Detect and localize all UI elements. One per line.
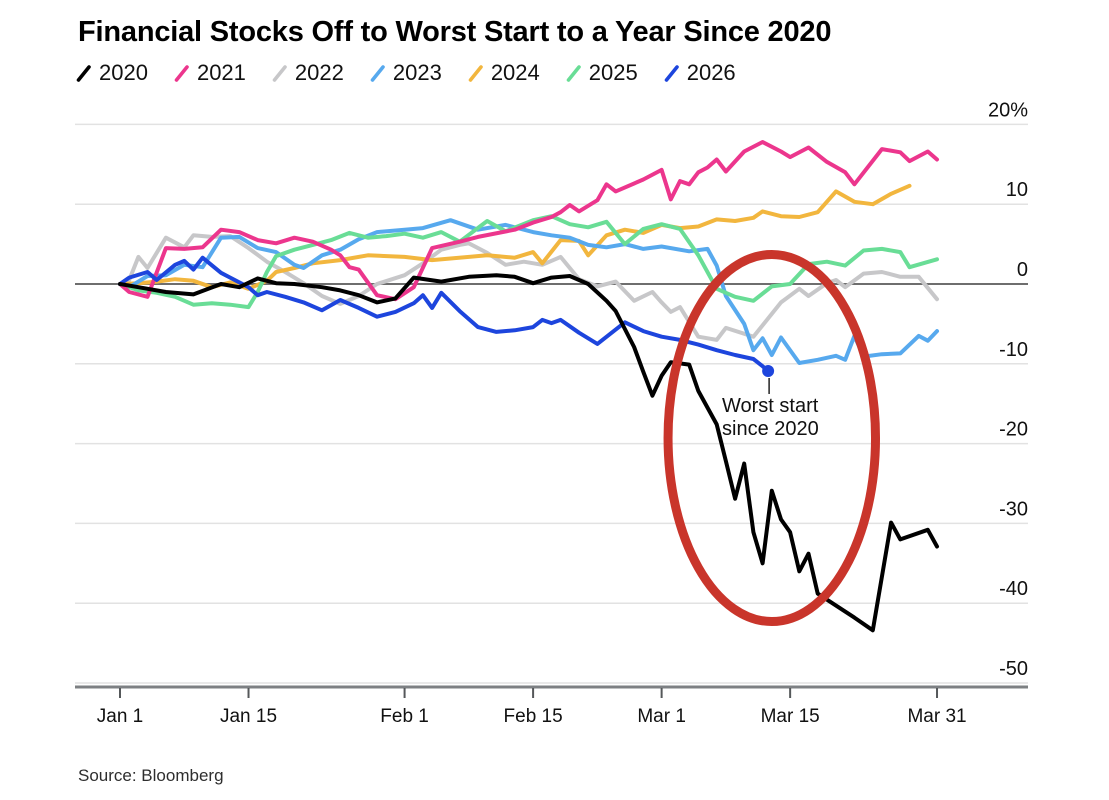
source-attribution: Source: Bloomberg bbox=[78, 766, 224, 785]
legend-item-2021: 2021 bbox=[174, 60, 246, 86]
legend-item-2025: 2025 bbox=[566, 60, 638, 86]
legend-item-2026: 2026 bbox=[664, 60, 736, 86]
legend-label-2022: 2022 bbox=[294, 60, 344, 85]
legend-slash-stroke bbox=[370, 64, 385, 82]
legend-slash-stroke bbox=[174, 64, 189, 82]
series-line-2020 bbox=[118, 273, 939, 633]
legend-label-2023: 2023 bbox=[392, 60, 442, 85]
legend-item-2023: 2023 bbox=[370, 60, 442, 86]
legend-label-2025: 2025 bbox=[588, 60, 638, 85]
legend-slash-stroke bbox=[468, 64, 483, 82]
legend-item-2022: 2022 bbox=[272, 60, 344, 86]
legend-slash-stroke bbox=[664, 64, 679, 82]
x-axis-label: Mar 31 bbox=[907, 706, 966, 727]
x-axis-label: Mar 15 bbox=[761, 706, 820, 727]
legend-label-2026: 2026 bbox=[686, 60, 736, 85]
legend-slash-icon bbox=[468, 64, 483, 82]
legend-slash-icon bbox=[664, 64, 679, 82]
highlight-ellipse bbox=[663, 249, 881, 627]
x-axis-label: Feb 1 bbox=[380, 706, 429, 727]
y-axis-label: -20 bbox=[999, 419, 1028, 441]
legend-slash-icon bbox=[272, 64, 287, 82]
series-line-2021 bbox=[118, 140, 939, 302]
legend-slash-stroke bbox=[76, 64, 91, 82]
legend-slash-icon bbox=[76, 64, 91, 82]
annotation-text-line: Worst start bbox=[722, 395, 819, 417]
y-axis-label: -50 bbox=[999, 658, 1028, 680]
legend-slash-icon bbox=[566, 64, 581, 82]
legend-slash-icon bbox=[174, 64, 189, 82]
legend-slash-stroke bbox=[566, 64, 581, 82]
chart-title: Financial Stocks Off to Worst Start to a… bbox=[78, 16, 832, 48]
y-axis-label: -30 bbox=[999, 498, 1028, 520]
x-axis-label: Jan 1 bbox=[97, 706, 143, 727]
x-axis-label: Mar 1 bbox=[637, 706, 686, 727]
series-line-2025 bbox=[118, 214, 939, 310]
x-axis-label: Jan 15 bbox=[220, 706, 277, 727]
legend-slash-stroke bbox=[272, 64, 287, 82]
y-axis-label: 20% bbox=[988, 99, 1028, 121]
series-line-2023 bbox=[118, 218, 939, 365]
y-axis-label: -10 bbox=[999, 339, 1028, 361]
legend: 2020 2021 2022 2023 2024 2025 2026 bbox=[76, 60, 736, 86]
legend-item-2024: 2024 bbox=[468, 60, 540, 86]
legend-label-2021: 2021 bbox=[196, 60, 246, 85]
x-axis-label: Feb 15 bbox=[504, 706, 563, 727]
series-endpoint-dot-2026 bbox=[762, 364, 775, 377]
annotation-text-line: since 2020 bbox=[722, 418, 819, 440]
legend-label-2020: 2020 bbox=[99, 60, 148, 85]
legend-item-2020: 2020 bbox=[76, 60, 148, 86]
legend-label-2024: 2024 bbox=[490, 60, 540, 85]
legend-slash-icon bbox=[370, 64, 385, 82]
series-line-2026 bbox=[118, 255, 771, 373]
y-axis-label: 10 bbox=[1006, 179, 1028, 201]
y-axis-label: 0 bbox=[1017, 259, 1028, 281]
y-axis-label: -40 bbox=[999, 578, 1028, 600]
